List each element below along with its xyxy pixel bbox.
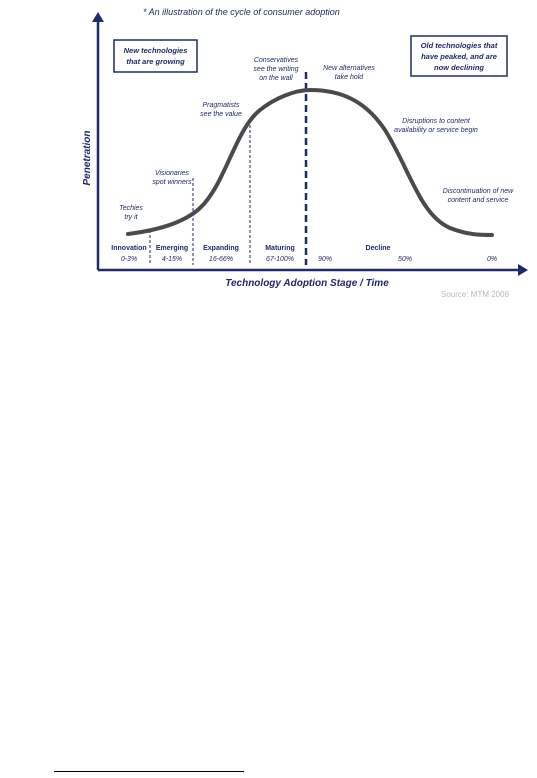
caption: * An illustration of the cycle of consum…	[143, 7, 340, 17]
annotation-conservatives-2: see the writing	[253, 66, 298, 73]
stage-decline-label: Decline	[366, 245, 391, 252]
stage-maturing-label: Maturing	[265, 245, 295, 252]
stage-innovation-range: 0-3%	[121, 256, 137, 263]
source-note: Source: MTM 2008	[441, 290, 510, 299]
y-axis-label: Penetration	[82, 130, 93, 185]
x-axis-arrowhead	[518, 264, 528, 276]
left-box-line-2: that are growing	[126, 57, 185, 66]
right-box-line-2: have peaked, and are	[421, 52, 497, 61]
decline-value-50: 50%	[398, 256, 412, 263]
annotation-alternatives-2: take hold	[335, 74, 365, 81]
stage-expanding-range: 16-66%	[209, 256, 233, 263]
stage-emerging-label: Emerging	[156, 245, 188, 252]
annotation-pragmatists-1: Pragmatists	[203, 102, 240, 109]
annotation-discontinuation-2: content and service	[448, 197, 509, 204]
right-box	[410, 35, 508, 77]
left-box-line-1: New technologies	[124, 46, 188, 55]
stage-emerging-range: 4-15%	[162, 256, 182, 263]
adoption-cycle-diagram: * An illustration of the cycle of consum…	[82, 7, 528, 299]
stage-maturing-range: 67-100%	[266, 256, 294, 263]
x-axis-label: Technology Adoption Stage / Time	[225, 278, 389, 289]
annotation-discontinuation-1: Discontinuation of new	[443, 188, 514, 195]
annotation-disruptions-2: availability or service begin	[394, 127, 478, 134]
adoption-curve	[126, 87, 494, 237]
right-box-line-3: now declining	[434, 63, 484, 72]
decline-value-90: 90%	[318, 256, 332, 263]
annotation-conservatives-3: on the wall	[259, 75, 293, 82]
footnote-rule	[54, 771, 244, 772]
decline-value-0: 0%	[487, 256, 497, 263]
left-box	[113, 39, 198, 73]
annotation-conservatives-1: Conservatives	[254, 57, 299, 64]
annotation-techies-1: Techies	[119, 205, 143, 212]
right-box-line-1: Old technologies that	[421, 41, 498, 50]
annotation-alternatives-1: New alternatives	[323, 65, 375, 72]
annotation-visionaries-1: Visionaries	[155, 170, 190, 177]
stage-expanding-label: Expanding	[203, 245, 239, 252]
y-axis-arrowhead	[92, 12, 104, 22]
annotation-visionaries-2: spot winners	[152, 179, 192, 186]
annotation-techies-2: try it	[124, 214, 138, 221]
stage-innovation-label: Innovation	[111, 245, 146, 252]
annotation-disruptions-1: Disruptions to content	[402, 118, 471, 125]
annotation-pragmatists-2: see the value	[200, 111, 242, 118]
